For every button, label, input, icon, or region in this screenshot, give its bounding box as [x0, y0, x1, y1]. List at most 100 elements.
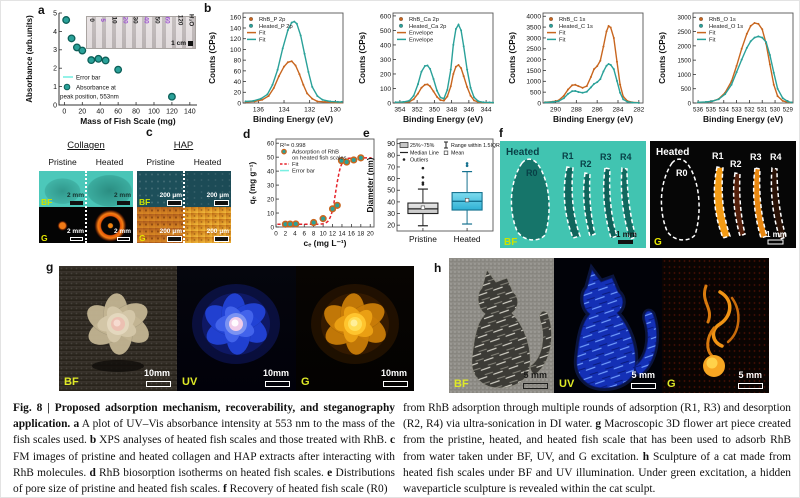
scale-bar: [167, 200, 182, 206]
scale-bar: [214, 200, 229, 206]
caption-segment: FM images of pristine and heated collage…: [13, 450, 395, 479]
svg-text:533: 533: [732, 107, 743, 114]
figure-caption-left: Fig. 8 | Proposed adsorption mechanism, …: [13, 400, 395, 497]
svg-text:100: 100: [380, 86, 391, 93]
svg-text:290: 290: [550, 107, 561, 114]
inset-vial-label: 20: [121, 16, 129, 24]
scale-label: 2 mm: [67, 227, 84, 235]
r4-label: R4: [620, 152, 632, 162]
svg-text:30: 30: [387, 211, 395, 218]
svg-text:120: 120: [230, 36, 241, 43]
scale-label: 1 mm: [766, 230, 787, 239]
collagen-pristine-bf-image: BF 2 mm: [39, 171, 86, 207]
svg-text:286: 286: [592, 107, 603, 114]
svg-text:Error bar: Error bar: [292, 169, 315, 175]
r2-label: R2: [580, 159, 592, 169]
scale-label: 10mm: [262, 368, 289, 378]
svg-text:531: 531: [757, 107, 768, 114]
svg-text:352: 352: [412, 107, 423, 114]
panel-h-uv-photo: UV 5 mm: [554, 258, 662, 393]
caption-segment: RhB biosorption isotherms on heated fish…: [95, 466, 328, 479]
svg-text:RhB_P 2p: RhB_P 2p: [259, 17, 285, 23]
svg-text:25%~75%: 25%~75%: [410, 143, 435, 149]
scale-label: 200 μm: [206, 191, 229, 199]
inset-vial-label: 60: [163, 16, 171, 24]
panel-label-h: h: [434, 261, 442, 275]
panel-g-bf-photo: BF 10mm: [59, 266, 177, 391]
svg-text:350: 350: [429, 107, 440, 114]
svg-text:0: 0: [274, 231, 278, 238]
bf-label: BF: [504, 237, 517, 248]
hap-pristine-subheader: Pristine: [146, 157, 175, 167]
svg-text:346: 346: [463, 107, 474, 114]
svg-text:Binding Energy (eV): Binding Energy (eV): [553, 114, 633, 124]
svg-text:Counts (CPs): Counts (CPs): [208, 32, 217, 84]
svg-text:40: 40: [96, 109, 104, 116]
scale-label: 5 mm: [523, 370, 547, 380]
g-label: G: [654, 237, 662, 248]
svg-text:1500: 1500: [526, 68, 541, 75]
scale-bar: [767, 239, 784, 245]
scale-bar: [117, 201, 130, 205]
svg-text:3500: 3500: [526, 24, 541, 31]
g-label: G: [301, 376, 310, 388]
scale-label: 1 mm: [616, 230, 637, 239]
svg-text:Heated_P 2p: Heated_P 2p: [259, 24, 293, 30]
cat-bf-art: [471, 269, 552, 389]
svg-text:20: 20: [387, 223, 395, 230]
svg-text:354: 354: [394, 107, 405, 114]
inset-vial-label: 120: [176, 14, 184, 26]
bf-row-label: BF: [41, 196, 53, 207]
g-row-label: G: [139, 232, 146, 243]
svg-text:100: 100: [230, 47, 241, 54]
svg-text:0: 0: [387, 100, 391, 107]
svg-text:500: 500: [380, 28, 391, 35]
svg-text:120: 120: [166, 109, 178, 116]
scale-outlines: [510, 158, 637, 241]
svg-text:282: 282: [633, 107, 644, 114]
svg-text:600: 600: [380, 13, 391, 20]
inset-vial-label: 10: [110, 16, 118, 24]
svg-text:2500: 2500: [526, 46, 541, 53]
svg-text:Mean: Mean: [451, 151, 464, 157]
scale-bar: [146, 381, 171, 387]
svg-text:534: 534: [719, 107, 730, 114]
svg-text:Counts (CPs): Counts (CPs): [508, 32, 517, 84]
scale-outlines: [660, 158, 787, 241]
r3-label: R3: [600, 152, 612, 162]
svg-text:530: 530: [770, 107, 781, 114]
caption-segment: from RhB adsorption through multiple rou…: [403, 402, 791, 431]
panel-b-xps-c1s-chart: 290 288 286 284 282 0 500 1000 1500 2000 2500 3000 3…: [508, 12, 645, 124]
svg-text:80: 80: [387, 153, 395, 160]
svg-text:Fit: Fit: [559, 37, 566, 43]
svg-text:10: 10: [320, 231, 328, 238]
svg-text:Fit: Fit: [259, 37, 266, 43]
bf-row-label: BF: [139, 196, 151, 207]
scale-bar: [117, 237, 130, 241]
r1-label: R1: [562, 151, 574, 161]
scale-bar: [70, 237, 83, 241]
scale-bar: [167, 236, 182, 242]
caption-segment: Macroscopic 3D flower art piece created …: [403, 418, 792, 463]
svg-text:300: 300: [380, 57, 391, 64]
svg-text:R²= 0.998: R²= 0.998: [280, 143, 306, 149]
inset-vial-label: H₂O: [187, 14, 195, 27]
bf-label: BF: [64, 376, 79, 388]
svg-text:cₑ (mg L⁻¹): cₑ (mg L⁻¹): [304, 238, 347, 248]
svg-text:4: 4: [293, 231, 297, 238]
inset-vial-label: 5: [98, 18, 106, 22]
caption-segment: XPS analyses of heated fish scales and t…: [96, 434, 390, 447]
svg-text:140: 140: [230, 25, 241, 32]
scale-label: 200 μm: [206, 227, 229, 235]
svg-text:Binding Energy (eV): Binding Energy (eV): [703, 114, 783, 124]
svg-text:2000: 2000: [677, 43, 691, 50]
caption-segment: b: [89, 434, 97, 447]
svg-text:3000: 3000: [526, 35, 541, 42]
flower-g-art: [311, 284, 399, 364]
svg-text:2: 2: [284, 231, 288, 238]
svg-text:RhB_Ca 2p: RhB_Ca 2p: [409, 17, 439, 23]
scale-label: 2 mm: [114, 191, 131, 199]
svg-text:Heated_Ca 2p: Heated_Ca 2p: [409, 24, 446, 30]
